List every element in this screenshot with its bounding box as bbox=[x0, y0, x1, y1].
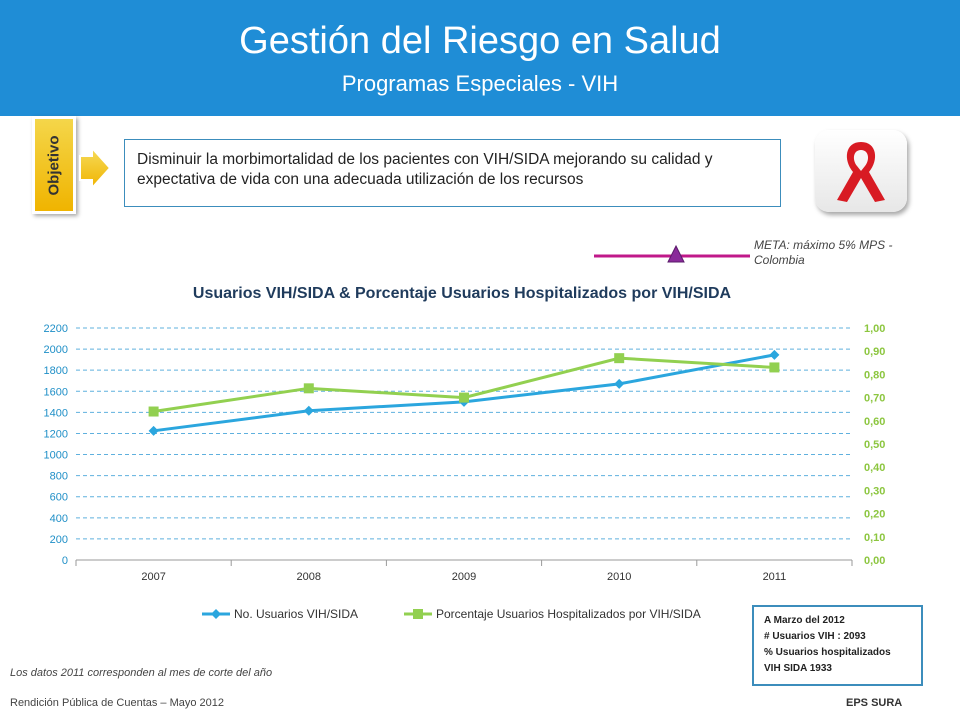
meta-legend-marker bbox=[594, 244, 750, 263]
red-ribbon-icon bbox=[837, 142, 885, 202]
series-2-point bbox=[769, 362, 780, 373]
y-right-tick-label: 0,20 bbox=[864, 509, 885, 521]
series-2-point bbox=[303, 383, 314, 394]
y-left-tick-label: 2000 bbox=[44, 344, 68, 356]
y-left-tick-label: 1400 bbox=[44, 407, 68, 419]
series-2-point bbox=[459, 392, 469, 403]
aids-ribbon-logo bbox=[815, 130, 907, 212]
objective-text: Disminuir la morbimortalidad de los paci… bbox=[137, 151, 713, 188]
y-left-tick-label: 600 bbox=[50, 492, 68, 504]
y-right-tick-label: 0,30 bbox=[864, 485, 885, 497]
right-axis-ticks: 0,00 0,10 0,20 0,30 0,40 0,50 0,60 0,70 0,80 0,90… bbox=[864, 323, 885, 567]
info-line: A Marzo del 2012 bbox=[764, 615, 845, 626]
series-2-point bbox=[148, 406, 159, 417]
page-subtitle: Programas Especiales - VIH bbox=[341, 71, 619, 96]
chart-legend: No. Usuarios VIH/SIDA Porcentaje Usuarios… bbox=[202, 607, 701, 621]
objective-tab: Objetivo bbox=[32, 116, 76, 214]
y-left-tick-label: 1200 bbox=[44, 428, 68, 440]
left-axis-ticks: 0 200 400 600 800 1000 1200 1400 1600 1800 2000 220… bbox=[44, 323, 68, 567]
y-right-tick-label: 0,90 bbox=[864, 346, 885, 358]
y-left-tick-label: 1000 bbox=[44, 450, 68, 462]
y-right-tick-label: 0,00 bbox=[864, 555, 885, 567]
x-tick-label: 2011 bbox=[763, 571, 787, 583]
header-banner: Gestión del Riesgo en Salud Programas Es… bbox=[0, 0, 960, 116]
legend-marker bbox=[413, 609, 423, 619]
x-tick-label: 2008 bbox=[297, 571, 321, 583]
x-tick-label: 2007 bbox=[141, 571, 165, 583]
chart-series bbox=[148, 349, 780, 436]
y-left-tick-label: 400 bbox=[50, 513, 68, 525]
y-left-tick-label: 1800 bbox=[44, 365, 68, 377]
y-left-tick-label: 0 bbox=[62, 555, 68, 567]
x-tick-label: 2009 bbox=[452, 571, 476, 583]
series-1-point bbox=[769, 349, 780, 360]
y-left-tick-label: 1600 bbox=[44, 386, 68, 398]
footer-left-text: Rendición Pública de Cuentas – Mayo 2012 bbox=[10, 697, 225, 709]
y-left-tick-label: 200 bbox=[50, 534, 68, 546]
info-line: VIH SIDA 1933 bbox=[764, 663, 832, 674]
series-1-point bbox=[148, 425, 159, 436]
footnote: Los datos 2011 corresponden al mes de co… bbox=[10, 667, 273, 679]
objective-tab-label: Objetivo bbox=[45, 134, 63, 196]
series-1-point bbox=[614, 378, 625, 389]
info-box: A Marzo del 2012 # Usuarios VIH : 2093 %… bbox=[752, 605, 923, 686]
line-chart: Usuarios VIH/SIDA & Porcentaje Usuarios … bbox=[44, 285, 886, 621]
y-right-tick-label: 0,70 bbox=[864, 393, 885, 405]
legend-label: No. Usuarios VIH/SIDA bbox=[234, 607, 358, 621]
arrow-right-icon bbox=[79, 146, 112, 190]
footer-brand: EPS SURA bbox=[846, 697, 903, 709]
series-1-point bbox=[303, 405, 314, 416]
series-2-point bbox=[614, 353, 625, 364]
y-left-tick-label: 2200 bbox=[44, 323, 68, 335]
y-right-tick-label: 0,50 bbox=[864, 439, 885, 451]
meta-label: META: máximo 5% MPS -Colombia bbox=[754, 238, 893, 267]
info-line: # Usuarios VIH : 2093 bbox=[764, 631, 866, 642]
objective-text-box: Disminuir la morbimortalidad de los paci… bbox=[124, 139, 781, 207]
chart-grid bbox=[75, 327, 853, 566]
legend-label: Porcentaje Usuarios Hospitalizados por V… bbox=[436, 607, 701, 621]
page-title: Gestión del Riesgo en Salud bbox=[239, 20, 721, 62]
y-right-tick-label: 0,10 bbox=[864, 532, 885, 544]
y-right-tick-label: 0,40 bbox=[864, 462, 885, 474]
info-line: % Usuarios hospitalizados bbox=[764, 647, 891, 658]
x-tick-label: 2010 bbox=[607, 571, 631, 583]
x-axis-ticks: 2007 2008 2009 2010 2011 bbox=[141, 571, 786, 583]
legend-marker bbox=[211, 609, 221, 619]
y-right-tick-label: 0,60 bbox=[864, 416, 885, 428]
y-right-tick-label: 1,00 bbox=[864, 323, 885, 335]
y-left-tick-label: 800 bbox=[50, 471, 68, 483]
y-right-tick-label: 0,80 bbox=[864, 369, 885, 381]
chart-title: Usuarios VIH/SIDA & Porcentaje Usuarios … bbox=[193, 285, 732, 302]
